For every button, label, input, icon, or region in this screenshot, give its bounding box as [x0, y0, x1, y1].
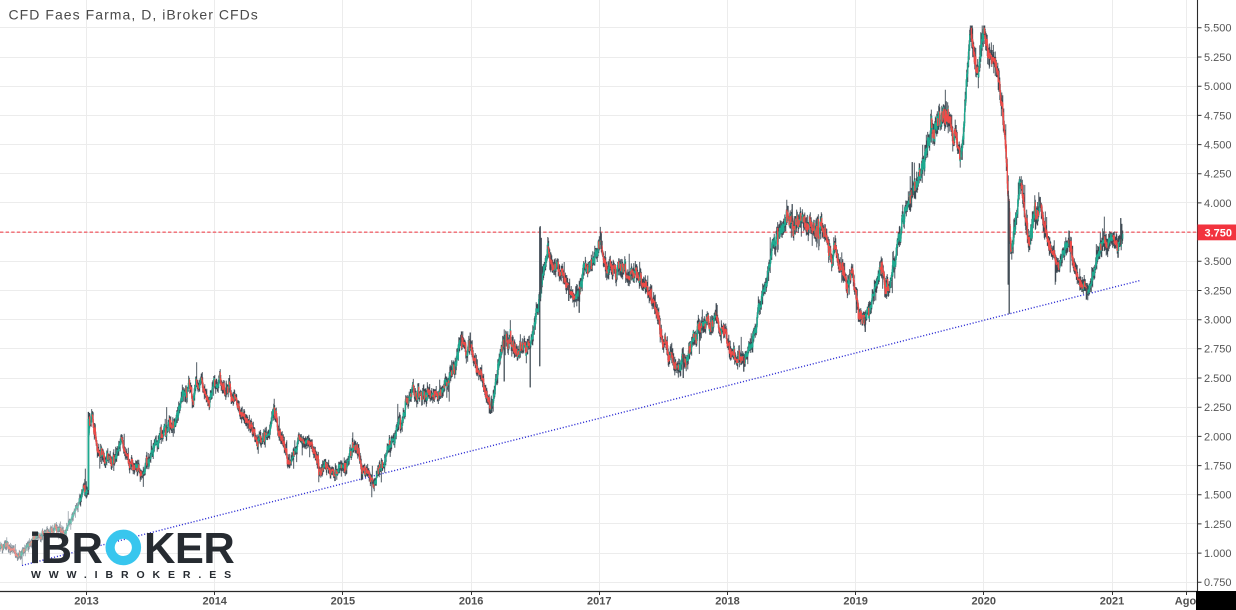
- svg-text:4.250: 4.250: [1204, 169, 1232, 181]
- svg-text:2014: 2014: [202, 596, 227, 608]
- svg-text:1.750: 1.750: [1204, 461, 1232, 473]
- svg-text:2015: 2015: [331, 596, 355, 608]
- svg-text:Ago: Ago: [1175, 596, 1197, 608]
- svg-text:3.000: 3.000: [1204, 315, 1232, 327]
- svg-text:2019: 2019: [843, 596, 867, 608]
- svg-text:5.000: 5.000: [1204, 81, 1232, 93]
- svg-text:3.750: 3.750: [1205, 227, 1233, 239]
- svg-text:2020: 2020: [972, 596, 996, 608]
- svg-text:KER: KER: [144, 525, 234, 573]
- svg-text:1.500: 1.500: [1204, 490, 1232, 502]
- svg-text:CFD Faes Farma, D, iBroker CFD: CFD Faes Farma, D, iBroker CFDs: [9, 6, 259, 22]
- svg-text:WWW.IBROKER.ES: WWW.IBROKER.ES: [31, 569, 239, 581]
- svg-text:5.500: 5.500: [1204, 23, 1232, 35]
- svg-text:3.500: 3.500: [1204, 256, 1232, 268]
- svg-text:2.000: 2.000: [1204, 431, 1232, 443]
- svg-text:4.750: 4.750: [1204, 110, 1232, 122]
- svg-text:2.250: 2.250: [1204, 402, 1232, 414]
- svg-text:4.500: 4.500: [1204, 140, 1232, 152]
- svg-text:2.750: 2.750: [1204, 344, 1232, 356]
- svg-text:5.250: 5.250: [1204, 52, 1232, 64]
- svg-text:1.250: 1.250: [1204, 519, 1232, 531]
- svg-text:iBR: iBR: [29, 525, 103, 573]
- svg-text:2.500: 2.500: [1204, 373, 1232, 385]
- svg-text:0.750: 0.750: [1204, 577, 1232, 589]
- svg-text:2021: 2021: [1100, 596, 1124, 608]
- svg-text:1.000: 1.000: [1204, 548, 1232, 560]
- svg-text:3.250: 3.250: [1204, 285, 1232, 297]
- svg-text:4.000: 4.000: [1204, 198, 1232, 210]
- svg-text:2013: 2013: [74, 596, 98, 608]
- svg-text:2018: 2018: [715, 596, 739, 608]
- svg-text:2016: 2016: [459, 596, 483, 608]
- svg-text:2017: 2017: [587, 596, 611, 608]
